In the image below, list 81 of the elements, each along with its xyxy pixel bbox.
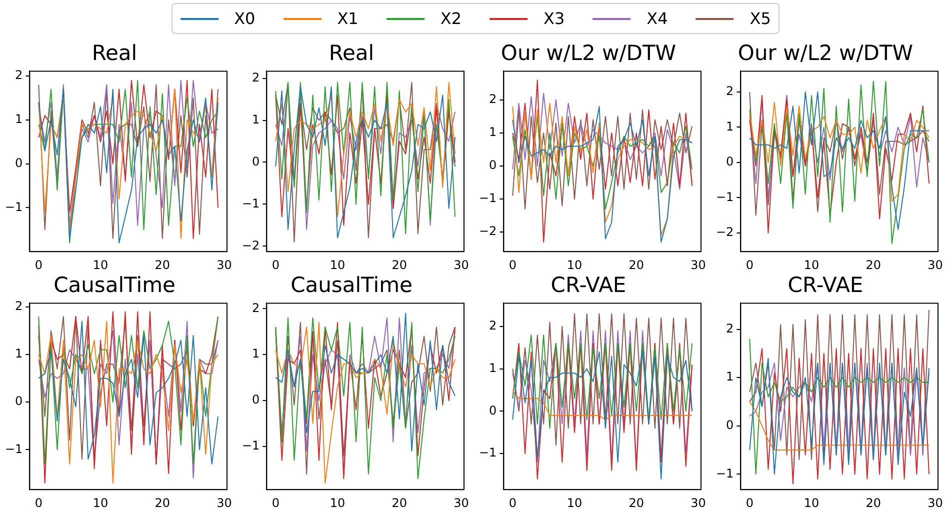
chart-title: CR-VAE <box>550 273 626 298</box>
x-tick-label: 20 <box>866 258 882 272</box>
y-tick-label: 2 <box>726 84 734 98</box>
x-tick-label: 20 <box>154 258 170 272</box>
chart-title: Our w/L2 w/DTW <box>500 41 676 66</box>
y-tick-label: −1 <box>478 191 497 206</box>
x-tick-label: 0 <box>34 496 42 510</box>
chart-title: Real <box>92 41 138 66</box>
x-tick-label: 30 <box>454 258 469 272</box>
x-tick-label: 20 <box>866 496 882 510</box>
y-tick-label: 0 <box>489 158 497 172</box>
x-tick-label: 10 <box>566 258 582 272</box>
chart-title: CausalTime <box>290 273 412 298</box>
y-tick-label: 2 <box>15 68 23 82</box>
legend-label: X5 <box>750 9 771 28</box>
y-tick-label: 0 <box>15 394 23 408</box>
x-tick-label: 30 <box>690 496 706 510</box>
y-tick-label: 2 <box>726 321 734 336</box>
x-tick-label: 30 <box>928 496 943 510</box>
y-tick-label: 1 <box>726 119 734 134</box>
x-tick-label: 20 <box>154 496 170 510</box>
x-tick-label: 0 <box>508 496 516 510</box>
y-tick-label: 1 <box>15 346 23 361</box>
y-tick-label: −1 <box>4 200 23 214</box>
x-tick-label: 0 <box>272 258 280 272</box>
legend-label: X3 <box>544 9 565 28</box>
y-tick-label: 1 <box>15 112 23 126</box>
x-tick-label: 0 <box>746 496 754 510</box>
y-tick-label: 0 <box>726 418 734 432</box>
y-tick-label: 1 <box>726 370 734 384</box>
x-tick-label: 0 <box>272 496 280 510</box>
x-tick-label: 10 <box>804 496 820 510</box>
chart-title: Our w/L2 w/DTW <box>738 41 914 66</box>
x-tick-label: 30 <box>454 496 469 510</box>
y-tick-label: 1 <box>489 360 497 375</box>
x-tick-label: 0 <box>34 258 42 272</box>
chart-title: CR-VAE <box>788 273 864 298</box>
x-tick-label: 20 <box>392 496 408 510</box>
x-tick-label: 30 <box>216 258 232 272</box>
y-tick-label: −1 <box>478 446 497 460</box>
y-tick-label: 2 <box>489 318 497 333</box>
x-tick-label: 0 <box>746 258 754 272</box>
x-tick-label: 10 <box>804 258 820 272</box>
y-tick-label: −2 <box>716 225 734 240</box>
y-tick-label: 1 <box>252 346 260 361</box>
x-tick-label: 30 <box>690 258 706 272</box>
y-tick-label: 0 <box>489 403 497 418</box>
x-tick-label: 20 <box>628 496 644 510</box>
y-tick-label: 0 <box>252 154 260 168</box>
y-tick-label: −1 <box>716 190 734 204</box>
y-tick-label: 1 <box>489 125 497 140</box>
x-tick-label: 10 <box>566 496 582 510</box>
y-tick-label: −2 <box>478 224 497 238</box>
legend-label: X0 <box>234 9 256 28</box>
y-tick-label: −1 <box>242 438 260 453</box>
y-tick-label: −1 <box>4 442 23 456</box>
y-tick-label: 0 <box>726 154 734 169</box>
x-tick-label: 10 <box>330 496 346 510</box>
y-tick-label: 1 <box>252 112 260 126</box>
x-tick-label: 10 <box>330 258 346 272</box>
x-tick-label: 20 <box>628 258 644 272</box>
legend-label: X1 <box>337 9 358 28</box>
x-tick-label: 10 <box>92 258 108 272</box>
y-tick-label: −2 <box>242 238 260 252</box>
y-tick-label: 0 <box>15 156 23 170</box>
y-tick-label: 0 <box>252 392 260 407</box>
legend-label: X4 <box>646 9 668 28</box>
y-tick-label: 2 <box>15 299 23 314</box>
y-tick-label: 2 <box>252 70 260 84</box>
chart-title: Real <box>328 41 374 66</box>
chart-title: CausalTime <box>54 273 176 298</box>
x-tick-label: 0 <box>508 258 516 272</box>
x-tick-label: 30 <box>928 258 943 272</box>
x-tick-label: 20 <box>392 258 408 272</box>
legend-label: X2 <box>440 9 462 28</box>
x-tick-label: 30 <box>216 496 232 510</box>
y-tick-label: −1 <box>716 466 734 480</box>
x-tick-label: 10 <box>92 496 108 510</box>
y-tick-label: 2 <box>252 300 260 315</box>
y-tick-label: −1 <box>242 196 260 210</box>
y-tick-label: 2 <box>489 92 497 106</box>
